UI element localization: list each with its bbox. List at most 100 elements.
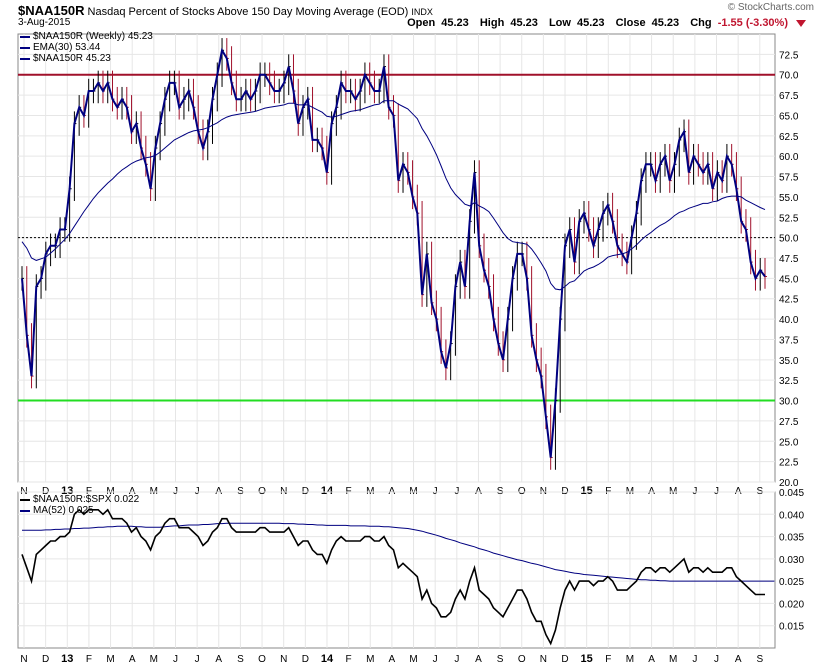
y-tick-label: 57.5: [779, 173, 799, 184]
y-tick-label: 47.5: [779, 254, 799, 265]
chart-title: Nasdaq Percent of Stocks Above 150 Day M…: [87, 6, 409, 18]
y-tick-label: 27.5: [779, 417, 799, 428]
y-tick-label: 55.0: [779, 193, 799, 204]
y-tick-label: 22.5: [779, 458, 799, 469]
x-tick-label: A: [735, 654, 742, 665]
line-icon: [20, 57, 30, 60]
x-tick-label: N: [20, 654, 27, 665]
x-tick-label: J: [454, 654, 459, 665]
legend-main-label: $NAA150R 45.23: [33, 53, 111, 64]
y-tick-label: 0.015: [779, 622, 804, 633]
down-arrow-icon: [796, 20, 806, 27]
x-tick-label: S: [497, 654, 504, 665]
y-tick-label: 32.5: [779, 376, 799, 387]
y-tick-label: 35.0: [779, 356, 799, 367]
ema30-line: [21, 100, 766, 291]
ohlc-bar-icon: [20, 35, 30, 38]
y-tick-label: 0.025: [779, 577, 804, 588]
chg-label: Chg: [690, 17, 712, 29]
x-tick-label: A: [475, 654, 482, 665]
x-tick-label: J: [195, 654, 200, 665]
x-tick-label: 13: [61, 653, 73, 665]
x-tick-label: J: [692, 654, 697, 665]
high-value: 45.23: [510, 17, 538, 29]
high-label: High: [479, 17, 505, 29]
legend-main: $NAA150R (Weekly) 45.23 EMA(30) 53.44 $NAA…: [20, 31, 153, 64]
symbol-label: $NAA150R: [18, 3, 85, 18]
x-tick-label: A: [215, 654, 222, 665]
legend-lower-item: MA(52) 0.025: [20, 505, 139, 516]
x-tick-label: 15: [581, 653, 593, 665]
y-tick-label: 62.5: [779, 132, 799, 143]
price-line: [21, 47, 766, 458]
ma52-line: [22, 522, 775, 582]
ohlc-summary: Open 45.23 High 45.23 Low 45.23 Close 45…: [399, 17, 788, 29]
x-tick-label: N: [280, 654, 287, 665]
line-icon: [20, 498, 30, 501]
line-icon: [20, 46, 30, 49]
chg-value: -1.55 (-3.30%): [717, 17, 788, 29]
y-tick-label: 40.0: [779, 315, 799, 326]
ratio-line: [21, 508, 765, 646]
low-value: 45.23: [577, 17, 605, 29]
y-tick-label: 0.045: [779, 488, 804, 499]
x-tick-label: A: [129, 654, 136, 665]
x-tick-label: M: [669, 654, 677, 665]
x-tick-label: F: [86, 654, 92, 665]
y-tick-label: 67.5: [779, 91, 799, 102]
legend-main-label: $NAA150R (Weekly) 45.23: [33, 31, 153, 42]
x-tick-label: J: [433, 654, 438, 665]
open-value: 45.23: [441, 17, 469, 29]
close-label: Close: [615, 17, 646, 29]
x-tick-label: D: [561, 654, 568, 665]
y-tick-label: 25.0: [779, 437, 799, 448]
y-tick-label: 50.0: [779, 234, 799, 245]
x-tick-label: F: [605, 654, 611, 665]
x-tick-label: O: [258, 654, 266, 665]
y-tick-label: 0.030: [779, 555, 804, 566]
line-icon: [20, 509, 30, 512]
x-tick-label: S: [756, 654, 763, 665]
legend-main-item: $NAA150R 45.23: [20, 53, 153, 64]
y-tick-label: 42.5: [779, 295, 799, 306]
x-tick-label: 14: [321, 485, 334, 497]
x-tick-label: A: [389, 654, 396, 665]
legend-lower-item: $NAA150R:$SPX 0.022: [20, 494, 139, 505]
x-tick-label: M: [366, 654, 374, 665]
y-tick-label: 60.0: [779, 152, 799, 163]
close-value: 45.23: [651, 17, 680, 29]
y-tick-label: 65.0: [779, 111, 799, 122]
x-tick-label: M: [106, 654, 114, 665]
y-tick-label: 37.5: [779, 335, 799, 346]
x-tick-label: 13: [61, 485, 73, 497]
x-tick-label: 14: [321, 653, 334, 665]
legend-main-label: EMA(30) 53.44: [33, 42, 101, 53]
y-tick-label: 72.5: [779, 50, 799, 61]
low-label: Low: [548, 17, 571, 29]
x-tick-label: F: [346, 654, 352, 665]
legend-lower-label: MA(52) 0.025: [33, 505, 94, 516]
y-tick-label: 20.0: [779, 478, 799, 489]
x-tick-label: 15: [581, 485, 593, 497]
open-label: Open: [407, 17, 436, 29]
x-tick-label: M: [409, 654, 417, 665]
x-tick-label: O: [518, 654, 526, 665]
legend-main-item: $NAA150R (Weekly) 45.23: [20, 31, 153, 42]
date-label: 3-Aug-2015: [18, 17, 71, 28]
y-tick-label: 70.0: [779, 71, 799, 82]
x-tick-label: D: [42, 654, 49, 665]
x-tick-label: S: [237, 654, 244, 665]
y-tick-label: 52.5: [779, 213, 799, 224]
y-tick-label: 0.020: [779, 599, 804, 610]
x-tick-label: M: [626, 654, 634, 665]
x-tick-label: M: [150, 654, 158, 665]
chart-header: $NAA150R Nasdaq Percent of Stocks Above …: [18, 3, 433, 18]
y-tick-label: 0.040: [779, 510, 804, 521]
y-tick-label: 30.0: [779, 397, 799, 408]
x-tick-label: J: [714, 654, 719, 665]
x-tick-label: N: [540, 654, 547, 665]
legend-lower-label: $NAA150R:$SPX 0.022: [33, 494, 140, 505]
x-tick-label: D: [302, 654, 309, 665]
y-tick-label: 0.035: [779, 533, 804, 544]
